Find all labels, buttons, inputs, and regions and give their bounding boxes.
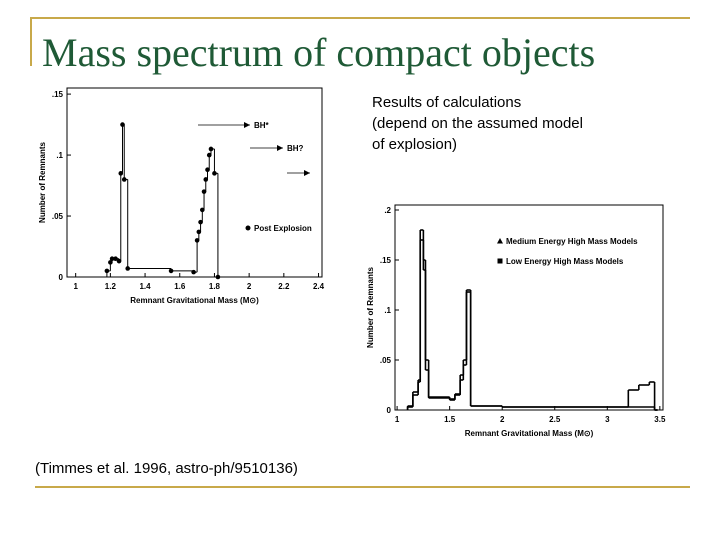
y-tick-label: .05 (52, 212, 64, 221)
x-tick-label: 1.4 (139, 282, 151, 291)
x-tick-label: 2.4 (313, 282, 325, 291)
point (121, 177, 127, 182)
x-tick-label: 2.2 (278, 282, 290, 291)
y-tick-label: 0 (387, 406, 392, 415)
x-tick-label: 3.5 (654, 415, 666, 424)
point (109, 256, 115, 262)
point (215, 274, 221, 280)
x-tick-label: 2 (500, 415, 505, 424)
y-tick-label: 0 (59, 273, 64, 282)
arrow-head (244, 122, 250, 128)
y-tick-label: .05 (380, 356, 392, 365)
y-tick-label: .2 (384, 206, 391, 215)
citation: (Timmes et al. 1996, astro-ph/9510136) (35, 460, 298, 477)
point (191, 269, 196, 275)
legend-marker (245, 225, 251, 231)
point (206, 152, 212, 158)
point (205, 167, 210, 172)
legend-label: Post Explosion (254, 224, 312, 233)
x-tick-label: 1.5 (444, 415, 456, 424)
x-tick-label: 3 (605, 415, 610, 424)
annotation: BH? (287, 144, 304, 153)
y-tick-label: .15 (52, 90, 64, 99)
legend-marker (497, 258, 503, 264)
point (168, 268, 174, 274)
point (125, 266, 131, 271)
point (208, 146, 214, 152)
point (116, 258, 122, 264)
x-axis-label: Remnant Gravitational Mass (M⊙) (465, 429, 594, 438)
point (104, 268, 110, 274)
x-axis-label: Remnant Gravitational Mass (M⊙) (130, 296, 259, 305)
point (113, 256, 118, 262)
legend-label: Medium Energy High Mass Models (506, 237, 638, 246)
point (108, 260, 113, 265)
x-tick-label: 1 (395, 415, 400, 424)
note-line: (depend on the assumed model (372, 115, 583, 132)
y-axis-label: Number of Remnants (366, 267, 375, 348)
x-tick-label: 1.6 (174, 282, 186, 291)
point (201, 189, 207, 194)
x-tick-label: 2.5 (549, 415, 561, 424)
x-tick-label: 1.2 (105, 282, 117, 291)
note-line: of explosion) (372, 136, 457, 153)
point (196, 229, 202, 235)
legend-label: Low Energy High Mass Models (506, 257, 624, 266)
point (200, 207, 205, 213)
chart: 1 1.5 2 2.5 3 3.5 0 .05 .1 .15 .2 Remnant Gravitati… (366, 204, 666, 438)
x-tick-label: 1.8 (209, 282, 221, 291)
y-tick-label: .1 (56, 151, 63, 160)
chart: 1 1.2 1.4 1.6 1.8 2 2.2 2.4 0 .05 .1 .15 Remnant Gra… (38, 87, 325, 305)
note-line: Results of calculations (372, 94, 521, 111)
arrow-head (277, 145, 283, 151)
point (212, 171, 217, 176)
point (203, 177, 209, 182)
point (198, 219, 203, 225)
y-tick-label: .1 (384, 306, 391, 315)
plot-frame (66, 87, 323, 278)
annotation: BH* (254, 121, 270, 130)
y-axis-label: Number of Remnants (38, 142, 47, 223)
point (118, 171, 124, 176)
slide-title: Mass spectrum of compact objects (42, 30, 595, 75)
x-tick-label: 1 (73, 282, 78, 291)
point (120, 122, 125, 127)
y-tick-label: .15 (380, 256, 392, 265)
legend-marker (497, 238, 503, 244)
point (194, 238, 200, 243)
plot-frame (394, 204, 664, 411)
x-tick-label: 2 (247, 282, 252, 291)
arrow-head (304, 170, 310, 176)
